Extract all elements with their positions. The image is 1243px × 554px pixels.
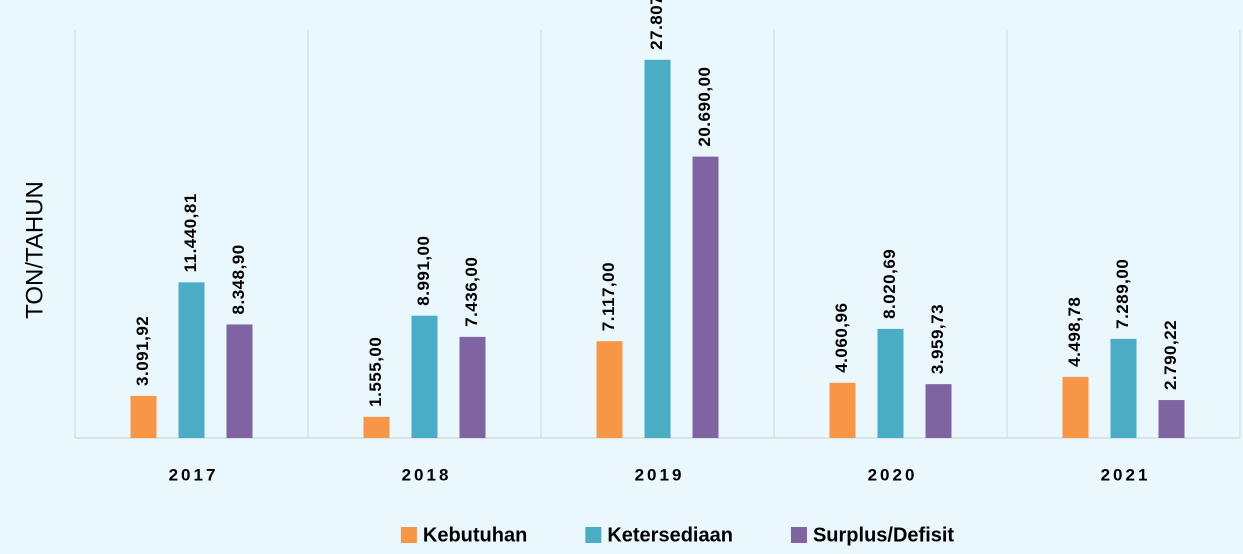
bar xyxy=(178,282,205,438)
x-tick-label: 2017 xyxy=(169,465,219,484)
bar xyxy=(363,416,390,438)
bar xyxy=(130,395,157,438)
value-label: 8.991,00 xyxy=(414,236,433,306)
value-label: 2.790,22 xyxy=(1161,320,1180,390)
x-tick-label: 2021 xyxy=(1101,465,1151,484)
value-label: 8.348,90 xyxy=(229,244,248,314)
bar xyxy=(596,341,623,438)
x-tick-label: 2018 xyxy=(402,465,452,484)
value-label: 3.959,73 xyxy=(928,304,947,374)
legend-label: Surplus/Defisit xyxy=(813,524,954,546)
bar xyxy=(1158,400,1185,438)
value-label: 4.060,96 xyxy=(832,303,851,373)
value-label: 3.091,92 xyxy=(133,316,152,386)
y-axis-label: TON/TAHUN xyxy=(21,181,48,319)
legend-swatch xyxy=(400,527,417,543)
bar xyxy=(644,59,671,438)
bar xyxy=(925,384,952,438)
bar xyxy=(1110,338,1137,438)
bar xyxy=(877,328,904,438)
value-label: 8.020,69 xyxy=(880,249,899,319)
value-label: 7.436,00 xyxy=(462,257,481,327)
bar xyxy=(829,382,856,438)
bar xyxy=(411,315,438,438)
value-label: 7.117,00 xyxy=(599,262,618,331)
value-label: 11.440,81 xyxy=(181,193,200,272)
legend-label: Ketersediaan xyxy=(607,524,733,546)
bar xyxy=(692,156,719,438)
legend-label: Kebutuhan xyxy=(423,524,527,546)
legend-swatch xyxy=(585,527,602,543)
value-label: 7.289,00 xyxy=(1113,259,1132,329)
value-label: 1.555,00 xyxy=(366,337,385,407)
bar xyxy=(226,324,253,438)
x-tick-label: 2019 xyxy=(635,465,685,484)
bar xyxy=(459,336,486,438)
x-tick-label: 2020 xyxy=(868,465,918,484)
legend-swatch xyxy=(790,527,807,543)
value-label: 20.690,00 xyxy=(695,66,714,146)
bar xyxy=(1062,376,1089,438)
value-label: 4.498,78 xyxy=(1065,297,1084,367)
value-label: 27.807,00 xyxy=(647,0,666,50)
